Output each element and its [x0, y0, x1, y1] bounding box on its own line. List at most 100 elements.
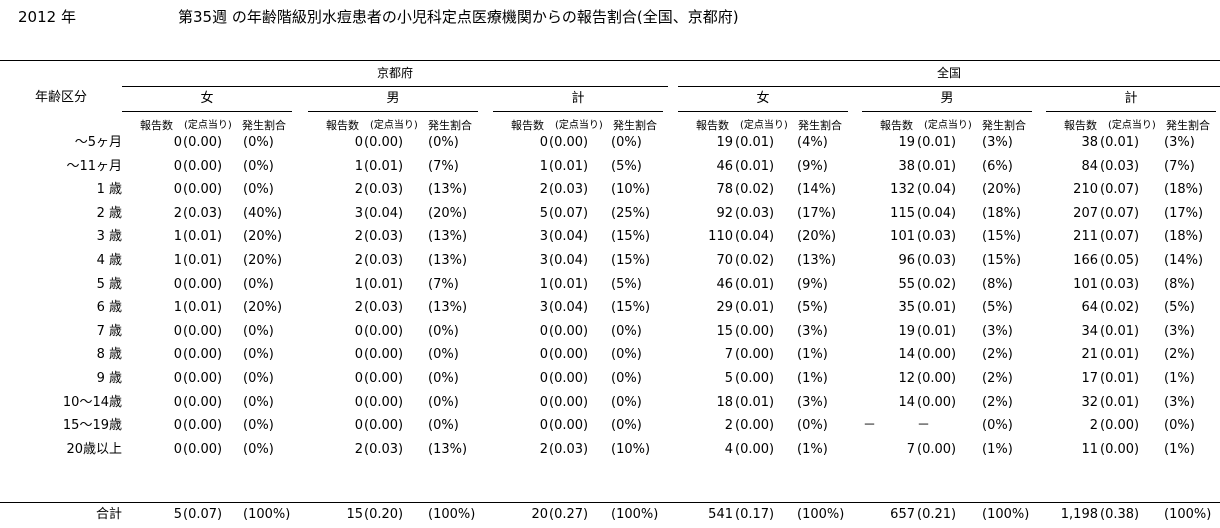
sex-header: 計: [571, 91, 585, 106]
share-value: (13%): [428, 442, 468, 457]
report-count: 1: [173, 253, 182, 268]
share-value: (14%): [797, 182, 837, 197]
total-per-site: (0.17): [735, 507, 775, 522]
per-site-value: (0.00): [364, 395, 404, 410]
per-site-value: (0.01): [364, 159, 404, 174]
report-count: 7: [724, 347, 733, 362]
share-value: (2%): [1164, 347, 1195, 362]
sex-header: 女: [200, 91, 214, 106]
share-value: (17%): [1164, 206, 1204, 221]
report-count: 210: [1073, 182, 1098, 197]
share-value: (1%): [1164, 442, 1195, 457]
share-value: (0%): [428, 418, 459, 433]
subheader-per-site: (定点当り): [740, 120, 788, 131]
total-share: (100%): [797, 507, 845, 522]
share-value: (13%): [428, 229, 468, 244]
report-count: 34: [1081, 324, 1098, 339]
share-value: (0%): [428, 347, 459, 362]
share-value: (3%): [797, 324, 828, 339]
per-site-value: (0.07): [549, 206, 589, 221]
share-value: (7%): [428, 159, 459, 174]
report-count: 29: [716, 300, 733, 315]
share-value: (0%): [428, 324, 459, 339]
per-site-value: (0.03): [917, 253, 957, 268]
report-count: 115: [890, 206, 915, 221]
share-value: (2%): [982, 371, 1013, 386]
share-value: (3%): [1164, 324, 1195, 339]
subheader-count: 報告数: [140, 119, 173, 132]
age-label: 9 歳: [96, 371, 122, 386]
report-count: 0: [173, 277, 182, 292]
per-site-value: (0.01): [1100, 135, 1140, 150]
per-site-value: (0.00): [183, 347, 223, 362]
per-site-value: (0.00): [549, 371, 589, 386]
share-value: (3%): [1164, 135, 1195, 150]
report-count: 19: [898, 324, 915, 339]
sex-header: 男: [940, 91, 954, 106]
share-value: (15%): [611, 253, 651, 268]
report-count: 46: [716, 159, 733, 174]
report-year: 2012 年: [18, 8, 76, 26]
report-count: 101: [1073, 277, 1098, 292]
report-count: 0: [354, 135, 363, 150]
subheader-share: 発生割合: [242, 119, 286, 132]
per-site-value: (0.03): [364, 182, 404, 197]
total-count: 657: [890, 507, 915, 522]
report-count: 5: [724, 371, 733, 386]
share-value: (0%): [611, 324, 642, 339]
per-site-value: (0.01): [549, 277, 589, 292]
total-share: (100%): [611, 507, 659, 522]
age-label: ～11ヶ月: [66, 159, 122, 174]
share-value: (40%): [243, 206, 283, 221]
share-value: (0%): [611, 371, 642, 386]
per-site-value: (0.00): [549, 395, 589, 410]
report-count: 0: [354, 347, 363, 362]
per-site-value: (0.01): [183, 229, 223, 244]
age-column-header: 年齢区分: [34, 90, 87, 105]
share-value: (0%): [982, 418, 1013, 433]
share-value: (7%): [428, 277, 459, 292]
subheader-count: 報告数: [880, 119, 913, 132]
report-count: 2: [354, 300, 363, 315]
report-count: －: [863, 418, 877, 433]
total-share: (100%): [1164, 507, 1212, 522]
share-value: (18%): [982, 206, 1022, 221]
per-site-value: (0.07): [1100, 229, 1140, 244]
report-count: 0: [539, 324, 548, 339]
sex-rule-0: [122, 111, 292, 112]
share-value: (1%): [982, 442, 1013, 457]
report-count: 211: [1073, 229, 1098, 244]
share-value: (8%): [982, 277, 1013, 292]
report-count: 0: [354, 418, 363, 433]
share-value: (10%): [611, 182, 651, 197]
per-site-value: (0.03): [549, 442, 589, 457]
report-count: 70: [716, 253, 733, 268]
report-count: 35: [898, 300, 915, 315]
report-count: 14: [898, 347, 915, 362]
age-label: 6 歳: [96, 300, 122, 315]
report-count: 2: [354, 182, 363, 197]
region-header-kyoto: 京都府: [376, 66, 413, 80]
total-count: 541: [708, 507, 733, 522]
report-count: 46: [716, 277, 733, 292]
per-site-value: (0.00): [917, 395, 957, 410]
share-value: (20%): [797, 229, 837, 244]
share-value: (1%): [797, 347, 828, 362]
total-share: (100%): [982, 507, 1030, 522]
report-count: 38: [1081, 135, 1098, 150]
age-label: 4 歳: [96, 253, 122, 268]
per-site-value: (0.01): [917, 135, 957, 150]
subheader-share: 発生割合: [613, 119, 657, 132]
per-site-value: (0.03): [1100, 277, 1140, 292]
per-site-value: (0.02): [917, 277, 957, 292]
per-site-value: (0.05): [1100, 253, 1140, 268]
total-count: 15: [346, 507, 363, 522]
share-value: (13%): [797, 253, 837, 268]
subheader-share: 発生割合: [428, 119, 472, 132]
subheader-per-site: (定点当り): [370, 120, 418, 131]
per-site-value: (0.00): [917, 371, 957, 386]
report-count: 32: [1081, 395, 1098, 410]
report-count: 18: [716, 395, 733, 410]
share-value: (15%): [982, 229, 1022, 244]
share-value: (6%): [982, 159, 1013, 174]
